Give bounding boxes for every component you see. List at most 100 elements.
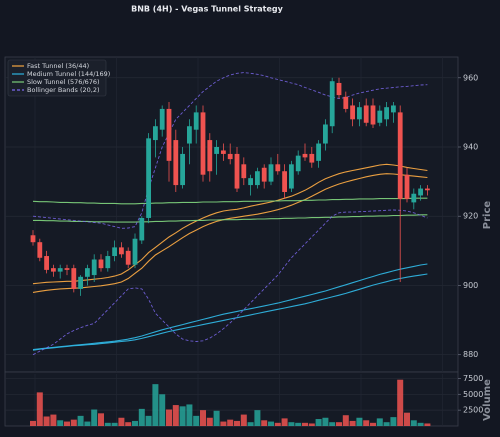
volume-bar xyxy=(50,414,57,426)
legend: Fast Tunnel (36/44)Medium Tunnel (144/16… xyxy=(7,59,110,97)
candle-body xyxy=(248,178,253,186)
volume-bar xyxy=(240,414,247,426)
candle-body xyxy=(132,238,138,265)
candle-body xyxy=(261,167,267,182)
chart-title: BNB (4H) - Vegas Tunnel Strategy xyxy=(131,5,284,14)
y-tick-label: 900 xyxy=(463,281,478,290)
volume-bar xyxy=(417,422,424,426)
band-line xyxy=(32,209,428,356)
y-tick-label: 920 xyxy=(463,212,478,221)
candle-body xyxy=(289,164,294,189)
volume-bar xyxy=(363,420,370,426)
volume-bar xyxy=(397,379,404,426)
volume-bar xyxy=(281,418,288,426)
candle-body xyxy=(302,153,308,158)
candle-body xyxy=(391,105,396,113)
legend-label: Fast Tunnel (36/44) xyxy=(27,62,89,70)
candle-body xyxy=(221,150,226,154)
volume-bar xyxy=(302,422,308,426)
volume-pane xyxy=(4,371,459,427)
volume-y-tick-label: 2500 xyxy=(463,406,483,415)
candle-body xyxy=(309,153,315,163)
volume-bar xyxy=(288,422,295,426)
volume-bar xyxy=(152,384,159,426)
tunnel-line xyxy=(32,163,428,285)
volume-bar xyxy=(234,420,240,426)
candle-body xyxy=(37,242,43,258)
tunnel-line xyxy=(32,263,428,351)
candle-body xyxy=(139,217,145,241)
volume-axis-label: Volume xyxy=(482,379,493,421)
candle-body xyxy=(241,164,247,179)
indicator-lines xyxy=(32,72,428,356)
candle-body xyxy=(71,268,77,289)
volume-bar xyxy=(336,422,342,426)
volume-bar xyxy=(261,420,268,426)
candle-body xyxy=(51,268,56,272)
band-line xyxy=(32,72,428,229)
volume-bar xyxy=(138,408,145,426)
volume-bar xyxy=(179,406,186,426)
volume-bar xyxy=(200,410,206,426)
candle-body xyxy=(207,140,213,172)
volume-bar xyxy=(104,422,111,426)
candle-body xyxy=(377,110,383,123)
tunnel-line xyxy=(32,197,428,205)
candle-body xyxy=(343,96,349,109)
candle-body xyxy=(91,259,97,276)
volume-bar xyxy=(315,419,322,426)
volume-bar xyxy=(98,413,104,426)
volume-bar xyxy=(84,421,91,426)
volume-bar xyxy=(247,422,254,426)
candle-body xyxy=(200,112,206,175)
candle-body xyxy=(329,81,335,127)
volume-bar xyxy=(370,422,376,426)
candle-body xyxy=(234,153,240,189)
volume-bar xyxy=(36,392,43,426)
volume-bar xyxy=(220,421,227,426)
volume-bar xyxy=(383,422,390,426)
volume-bar xyxy=(356,417,363,426)
legend-label: Slow Tunnel (576/676) xyxy=(27,78,100,86)
volume-bar xyxy=(308,423,315,426)
tunnel-line xyxy=(33,214,428,223)
volume-bar xyxy=(166,409,172,426)
candle-body xyxy=(227,153,233,160)
volume-bar xyxy=(295,422,302,426)
volume-y-tick-label: 7500 xyxy=(463,374,483,383)
candle-body xyxy=(105,256,111,269)
volume-bar xyxy=(404,412,410,426)
volume-bar xyxy=(342,415,349,426)
y-tick-label: 880 xyxy=(463,350,478,359)
candle-body xyxy=(214,147,219,154)
candle-body xyxy=(125,250,131,265)
volume-bar xyxy=(193,415,200,426)
candle-body xyxy=(336,82,342,96)
y-tick-label: 940 xyxy=(463,143,478,152)
candle-body xyxy=(193,112,199,130)
candle-body xyxy=(112,247,117,257)
candle-body xyxy=(85,268,90,277)
volume-bar xyxy=(30,420,36,426)
candle-body xyxy=(166,108,172,161)
candle-body xyxy=(295,155,301,172)
candle-body xyxy=(187,126,192,144)
volume-bar xyxy=(349,420,356,426)
candle-body xyxy=(173,140,179,186)
candle-body xyxy=(404,174,410,199)
y-tick-label: 960 xyxy=(463,73,478,82)
candle-body xyxy=(78,276,83,289)
candle-body xyxy=(384,107,389,120)
volume-bar xyxy=(410,420,417,426)
candle-body xyxy=(323,124,328,144)
candle-body xyxy=(255,171,260,186)
volume-bars xyxy=(30,379,431,426)
y-axis-label: Price xyxy=(482,201,493,230)
volume-bar xyxy=(70,419,77,426)
candle-body xyxy=(363,105,369,123)
legend-label: Bollinger Bands (20,2) xyxy=(27,86,100,94)
volume-bar xyxy=(329,422,336,426)
candle-body xyxy=(98,259,104,269)
volume-y-tick-label: 5000 xyxy=(463,390,483,399)
candle-body xyxy=(275,164,281,172)
